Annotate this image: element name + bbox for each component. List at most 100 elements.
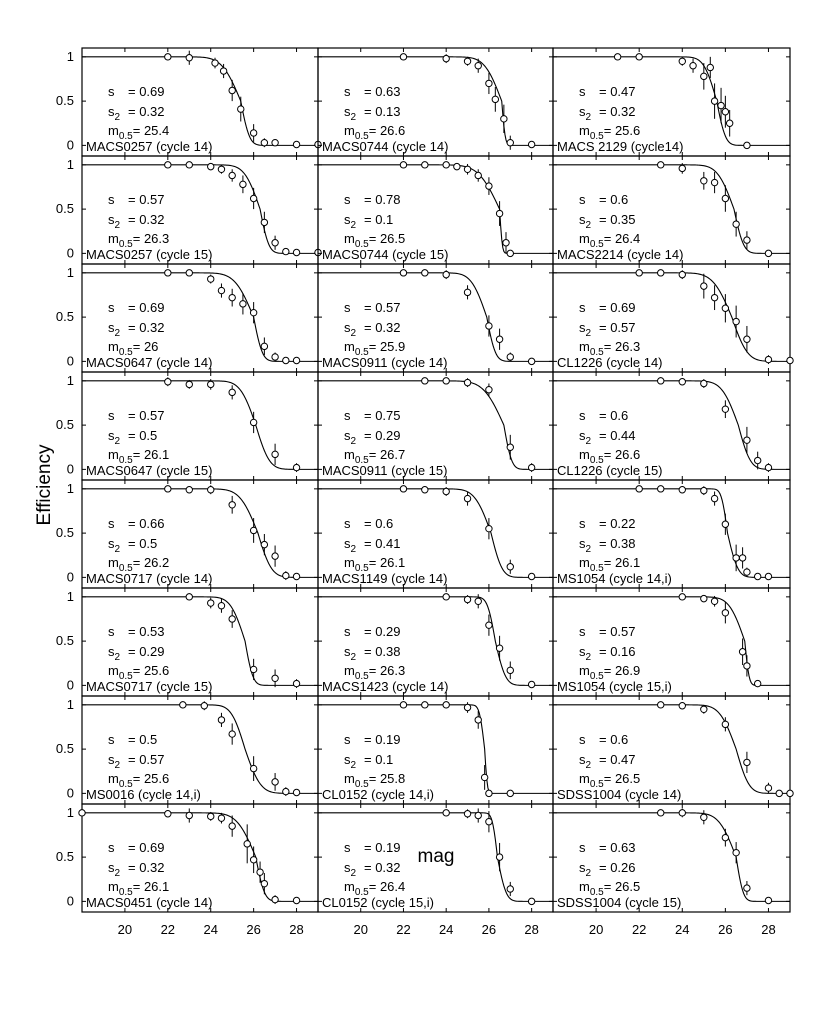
param-s2: s2 = 0.47 xyxy=(579,752,636,771)
param-m05-value: = 25.6 xyxy=(604,123,641,138)
param-s: s = 0.5 xyxy=(108,732,157,747)
param-m05-value: = 26.4 xyxy=(369,879,406,894)
param-s-symbol: s xyxy=(344,840,351,855)
param-s-symbol: s xyxy=(344,84,351,99)
param-s-symbol: s xyxy=(579,84,586,99)
data-point xyxy=(753,456,762,465)
param-m05: m0.5= 25.6 xyxy=(579,123,640,142)
data-point xyxy=(485,524,493,533)
data-point xyxy=(485,621,493,629)
data-point xyxy=(743,335,751,343)
param-s: s = 0.6 xyxy=(579,732,628,747)
param-s-symbol: s xyxy=(579,192,586,207)
data-point xyxy=(764,572,773,581)
param-m05-value: = 26.3 xyxy=(604,339,641,354)
param-s2-subscript: 2 xyxy=(351,220,357,231)
param-s2-value: = 0.35 xyxy=(599,212,636,227)
data-point xyxy=(527,572,536,581)
data-point xyxy=(725,119,734,127)
data-point xyxy=(743,884,751,892)
param-m05-value: = 26.1 xyxy=(604,555,641,570)
data-point xyxy=(463,810,472,818)
param-m05: m0.5= 26.3 xyxy=(344,663,405,682)
data-point xyxy=(786,789,794,798)
param-s2-subscript: 2 xyxy=(351,868,357,879)
data-point xyxy=(207,275,215,283)
param-m05: m0.5= 26.7 xyxy=(344,447,405,466)
fit-curve xyxy=(553,164,790,254)
data-point xyxy=(491,95,500,104)
param-s: s = 0.29 xyxy=(344,624,401,639)
y-tick-label: 0.5 xyxy=(56,201,74,216)
data-point xyxy=(179,701,187,709)
param-s2: s2 = 0.29 xyxy=(108,644,165,663)
x-tick-label: 20 xyxy=(118,922,132,937)
data-point xyxy=(239,180,247,189)
data-point xyxy=(207,812,215,821)
panel-label: CL1226 (cycle 15) xyxy=(557,463,663,478)
param-s2: s2 = 0.32 xyxy=(108,860,165,879)
data-point xyxy=(485,182,493,190)
data-point xyxy=(678,702,686,710)
data-point xyxy=(678,378,686,386)
param-s2-subscript: 2 xyxy=(586,328,592,339)
param-m05-subscript: 0.5 xyxy=(355,563,369,574)
param-s-value: = 0.69 xyxy=(128,300,165,315)
data-point xyxy=(506,249,514,258)
param-s2-value: = 0.57 xyxy=(128,752,165,767)
y-tick-label: 0 xyxy=(67,785,74,800)
data-point xyxy=(249,526,258,535)
data-point xyxy=(185,593,193,601)
param-s2-symbol: s xyxy=(579,536,586,551)
fit-curve xyxy=(82,704,318,794)
param-s2-subscript: 2 xyxy=(115,652,121,663)
fit-curve xyxy=(82,56,318,146)
data-point xyxy=(442,270,450,279)
data-point xyxy=(775,789,783,798)
param-s: s = 0.22 xyxy=(579,516,636,531)
data-point xyxy=(249,308,258,317)
data-point xyxy=(164,269,172,277)
data-point xyxy=(717,101,725,110)
panel-label: MACS0911 (cycle 15) xyxy=(322,463,447,478)
param-s-symbol: s xyxy=(344,516,351,531)
data-point xyxy=(721,405,730,413)
param-s2: s2 = 0.13 xyxy=(344,104,401,123)
param-s-symbol: s xyxy=(108,84,115,99)
data-point xyxy=(399,701,408,709)
param-s2-subscript: 2 xyxy=(351,328,357,339)
data-point xyxy=(700,813,708,821)
param-s2-subscript: 2 xyxy=(351,544,357,555)
data-point xyxy=(753,572,762,581)
param-s2-subscript: 2 xyxy=(115,544,121,555)
param-s-value: = 0.47 xyxy=(599,84,636,99)
param-s: s = 0.6 xyxy=(344,516,393,531)
data-point xyxy=(613,53,622,61)
param-m05-subscript: 0.5 xyxy=(119,455,133,466)
data-point xyxy=(678,486,686,494)
data-point xyxy=(700,379,708,388)
data-point xyxy=(743,436,751,444)
y-tick-label: 0.5 xyxy=(56,309,74,324)
data-point xyxy=(217,716,226,724)
data-point xyxy=(657,485,665,493)
data-point xyxy=(421,701,429,709)
param-s: s = 0.63 xyxy=(344,84,401,99)
param-s-symbol: s xyxy=(108,840,115,855)
param-m05-symbol: m xyxy=(344,447,355,462)
data-point xyxy=(495,335,504,343)
param-s-value: = 0.29 xyxy=(364,624,401,639)
param-s2-value: = 0.5 xyxy=(128,536,157,551)
panel-label: MACS 2129 (cycle14) xyxy=(557,139,683,154)
param-m05-subscript: 0.5 xyxy=(355,779,369,790)
param-s2: s2 = 0.32 xyxy=(344,860,401,879)
param-s2-symbol: s xyxy=(344,860,351,875)
param-m05-subscript: 0.5 xyxy=(119,671,133,682)
data-point xyxy=(678,270,686,279)
data-point xyxy=(207,162,215,171)
